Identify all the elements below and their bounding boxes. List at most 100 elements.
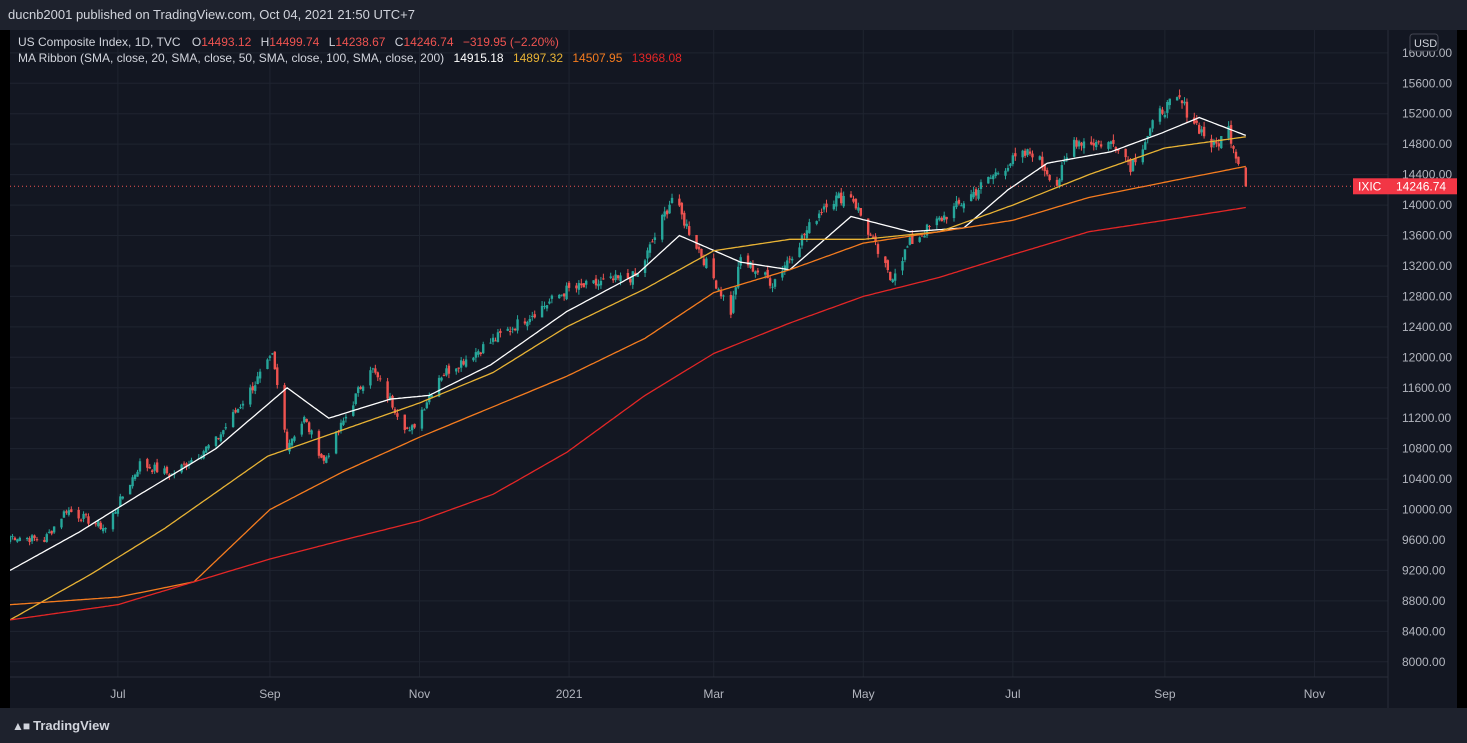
candle-body [28,538,31,543]
candle-body [599,280,603,286]
candle-body [131,477,134,487]
candle-body [800,235,804,246]
candle-body [1158,108,1162,122]
price-tick-label: 13200.00 [1402,259,1452,273]
candle-body [602,278,605,280]
candle-body [300,423,303,435]
candle-body [128,484,132,495]
candle-body [771,286,774,288]
candle-body [786,260,789,269]
candle-body [391,395,394,408]
candle-body [48,531,51,533]
candle-body [893,273,897,281]
candle-body [1004,170,1007,176]
legend-h-label: H [261,35,270,49]
candle-body [1215,141,1218,144]
candle-body [516,319,519,331]
candle-body [455,368,458,372]
candle-body [979,182,983,189]
candles [8,89,1247,546]
candle-body [293,436,296,441]
candle-body [825,203,828,208]
currency-box[interactable] [1409,33,1439,52]
candle-body [1217,143,1221,147]
candle-body [1175,97,1179,101]
candle-body [1212,141,1216,145]
candle-body [1041,156,1044,167]
candle-body [886,260,890,271]
time-tick-label: Nov [409,687,430,701]
candle-body [388,396,392,400]
candle-body [65,511,68,513]
tradingview-logo[interactable]: ▲■ TradingView [12,718,109,733]
legend-close: 14246.74 [403,35,453,49]
price-chart[interactable]: 8000.00 8400.00 8800.00 9200.00 9600.00 10000… [8,30,1457,708]
price-tick-label: 15600.00 [1402,76,1452,90]
candle-body [268,356,272,358]
candle-body [938,217,941,220]
candle-body [766,269,769,279]
candle-body [325,457,328,463]
candle-body [494,340,497,342]
candle-body [714,280,718,289]
candle-body [1227,126,1230,139]
chart-panel[interactable]: 8000.00 8400.00 8800.00 9200.00 9600.00 10000… [8,30,1457,708]
candle-body [592,280,595,284]
candle-body [379,378,382,380]
candle-body [876,244,880,254]
candle-body [835,195,838,207]
candle-body [180,464,183,473]
candle-body [464,359,468,367]
candle-body [616,275,620,279]
candle-body [611,278,615,281]
candle-body [219,434,223,442]
candle-body [783,265,787,272]
time-axis[interactable]: Jul Sep Nov 2021 Mar May Jul Sep Nov [110,687,1325,701]
candle-body [712,258,715,279]
candle-body [420,409,424,429]
sma-100-line [9,165,1246,606]
candle-body [668,204,671,214]
candle-body [1095,141,1098,148]
candle-body [987,176,990,184]
candle-body [151,470,154,473]
price-tick-label: 14800.00 [1402,137,1452,151]
candle-body [479,352,482,355]
currency-badge[interactable]: USD [1409,33,1439,52]
candle-body [1163,114,1167,118]
candle-body [423,409,426,411]
candle-body [974,189,978,196]
sma-lines [9,116,1247,621]
candle-body [764,272,767,275]
time-tick-label: Jul [1005,687,1020,701]
candle-body [928,226,931,228]
candle-body [303,417,306,423]
candle-body [687,226,691,235]
candle-body [354,393,357,405]
candle-body [77,509,80,519]
candle-body [1043,164,1046,172]
price-tag-box [1353,178,1457,195]
candle-body [1026,149,1029,156]
candle-body [808,222,811,234]
candle-body [614,274,617,281]
candle-body [271,353,274,355]
candle-body [1197,124,1201,134]
candle-body [918,237,921,242]
candle-body [251,386,254,391]
candle-body [972,191,975,198]
candle-body [543,306,546,308]
candle-body [803,233,806,236]
price-axis[interactable]: 8000.00 8400.00 8800.00 9200.00 9600.00 10000… [1402,46,1452,669]
candle-body [545,305,549,309]
candle-body [842,195,845,207]
candle-body [729,295,733,315]
candle-body [700,248,703,257]
price-tick-label: 12000.00 [1402,350,1452,364]
candle-body [857,207,860,211]
candle-body [1180,100,1184,104]
candle-body [1185,101,1189,118]
price-tick-label: 13600.00 [1402,229,1452,243]
price-tick-label: 12400.00 [1402,320,1452,334]
candle-body [852,198,855,202]
